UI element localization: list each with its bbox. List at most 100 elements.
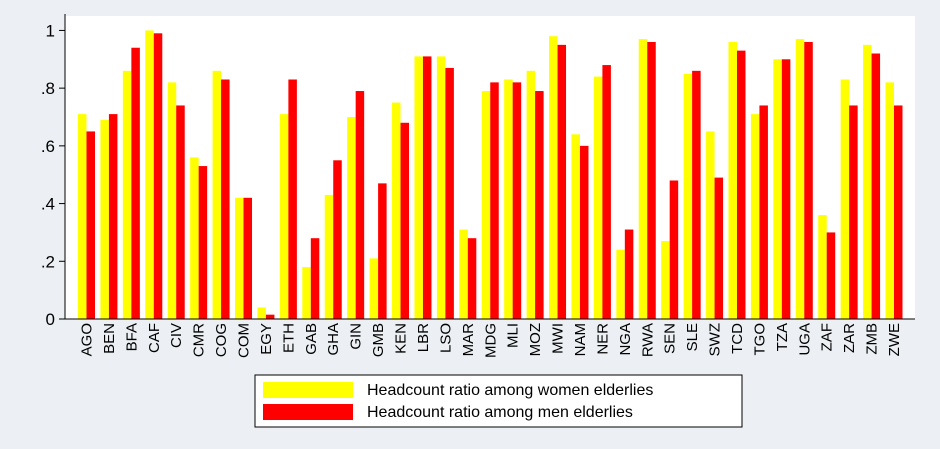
x-tick-label-com: COM <box>236 323 253 358</box>
x-tick-label-ben: BEN <box>101 323 118 354</box>
x-tick-label-lbr: LBR <box>415 323 432 352</box>
x-tick-label-mar: MAR <box>460 323 477 357</box>
bar-men-gin <box>355 91 365 319</box>
x-tick-label-rwa: RWA <box>639 323 656 357</box>
y-tick-label: .2 <box>41 252 55 271</box>
bar-women-sle <box>683 73 693 320</box>
bar-men-sle <box>692 70 701 319</box>
bar-men-uga <box>804 41 813 319</box>
x-tick-label-mdg: MDG <box>482 323 499 358</box>
legend-label-men: Headcount ratio among men elderlies <box>367 404 633 421</box>
bar-women-cmr <box>190 157 199 319</box>
bar-women-civ <box>167 82 177 320</box>
bar-women-ken <box>392 102 401 319</box>
x-tick-label-uga: UGA <box>796 323 813 356</box>
bar-men-zaf <box>826 232 836 319</box>
bar-men-eth <box>288 79 297 320</box>
bar-men-mdg <box>490 82 499 320</box>
bar-men-tza <box>781 59 791 319</box>
bar-men-swz <box>714 177 724 319</box>
bar-women-zmb <box>863 44 872 320</box>
bar-men-sen <box>669 180 679 319</box>
bar-men-nam <box>579 145 589 319</box>
x-tick-label-mli: MLI <box>505 323 522 348</box>
x-tick-label-zmb: ZMB <box>864 323 881 355</box>
bar-men-bfa <box>131 47 140 320</box>
bar-men-gha <box>333 160 342 319</box>
bar-men-mli <box>512 82 522 320</box>
bar-women-sen <box>661 241 670 319</box>
bar-men-ago <box>86 131 95 319</box>
bar-women-uga <box>795 39 805 320</box>
bar-women-zwe <box>885 82 894 320</box>
x-tick-label-zaf: ZAF <box>819 323 836 351</box>
bar-men-ner <box>602 65 611 319</box>
bar-women-egy <box>257 307 266 319</box>
x-tick-label-nam: NAM <box>572 323 589 356</box>
legend-label-women: Headcount ratio among women elderlies <box>367 382 653 399</box>
bar-men-rwa <box>647 41 656 319</box>
x-tick-label-tza: TZA <box>774 323 791 351</box>
x-tick-label-gin: GIN <box>348 323 365 350</box>
x-tick-label-ago: AGO <box>79 323 96 356</box>
bar-women-tza <box>773 59 782 319</box>
bar-women-swz <box>706 131 715 319</box>
bar-women-gha <box>324 194 334 319</box>
x-tick-label-civ: CIV <box>168 323 185 348</box>
bar-women-ago <box>78 114 87 319</box>
bar-men-com <box>243 197 253 319</box>
bar-women-tcd <box>728 41 737 319</box>
bar-women-mwi <box>549 36 558 319</box>
bar-men-cmr <box>198 166 208 319</box>
bar-men-zmb <box>871 53 881 319</box>
x-tick-label-cog: COG <box>213 323 230 357</box>
bar-women-tgo <box>750 114 760 319</box>
bar-men-tgo <box>759 105 768 320</box>
y-tick-label: .4 <box>41 195 55 214</box>
x-tick-label-tgo: TGO <box>751 323 768 356</box>
bar-men-nga <box>624 229 634 319</box>
bar-men-caf <box>153 33 163 320</box>
bar-women-gin <box>347 117 356 319</box>
bar-men-gmb <box>378 183 387 319</box>
bar-women-zar <box>840 79 850 320</box>
bar-women-com <box>235 197 244 319</box>
bar-women-cog <box>212 70 222 319</box>
bar-women-ner <box>593 76 603 319</box>
x-tick-label-ner: NER <box>594 323 611 355</box>
bar-women-moz <box>526 70 536 319</box>
x-tick-label-cmr: CMR <box>191 323 208 357</box>
x-tick-label-sen: SEN <box>662 323 679 354</box>
x-tick-label-gmb: GMB <box>370 323 387 357</box>
bar-women-bfa <box>122 70 132 319</box>
bar-men-civ <box>176 105 185 320</box>
y-tick-label: .8 <box>41 79 55 98</box>
x-tick-label-egy: EGY <box>258 323 275 355</box>
x-tick-label-gab: GAB <box>303 323 320 355</box>
bar-men-moz <box>535 91 544 319</box>
bar-women-mdg <box>481 91 491 319</box>
bar-men-zar <box>849 105 858 320</box>
bar-men-cog <box>221 79 230 320</box>
legend: Headcount ratio among women elderlies He… <box>254 374 743 428</box>
bar-women-eth <box>279 114 289 319</box>
bar-men-mar <box>467 238 477 319</box>
bar-men-lso <box>445 67 454 319</box>
bar-women-caf <box>145 30 154 320</box>
x-axis: AGO BEN BFA CAF CIV CMR COG COM EGY ETH GAB GHA GIN G… <box>65 318 915 358</box>
x-tick-label-caf: CAF <box>146 323 163 353</box>
bars <box>78 30 903 320</box>
bar-women-ben <box>100 119 109 319</box>
bar-women-nga <box>616 249 625 319</box>
bar-women-gab <box>302 267 311 319</box>
legend-swatch-women <box>263 382 353 398</box>
y-tick-label: 1 <box>46 21 55 40</box>
bar-women-mli <box>504 79 513 320</box>
x-tick-label-gha: GHA <box>325 323 342 356</box>
y-axis: 0 .2 .4 .6 .8 1 <box>41 14 66 329</box>
x-tick-label-zwe: ZWE <box>886 323 903 356</box>
bar-men-egy <box>265 314 275 319</box>
x-tick-label-eth: ETH <box>280 323 297 353</box>
bar-men-gab <box>310 238 320 319</box>
bar-women-lso <box>436 56 446 320</box>
